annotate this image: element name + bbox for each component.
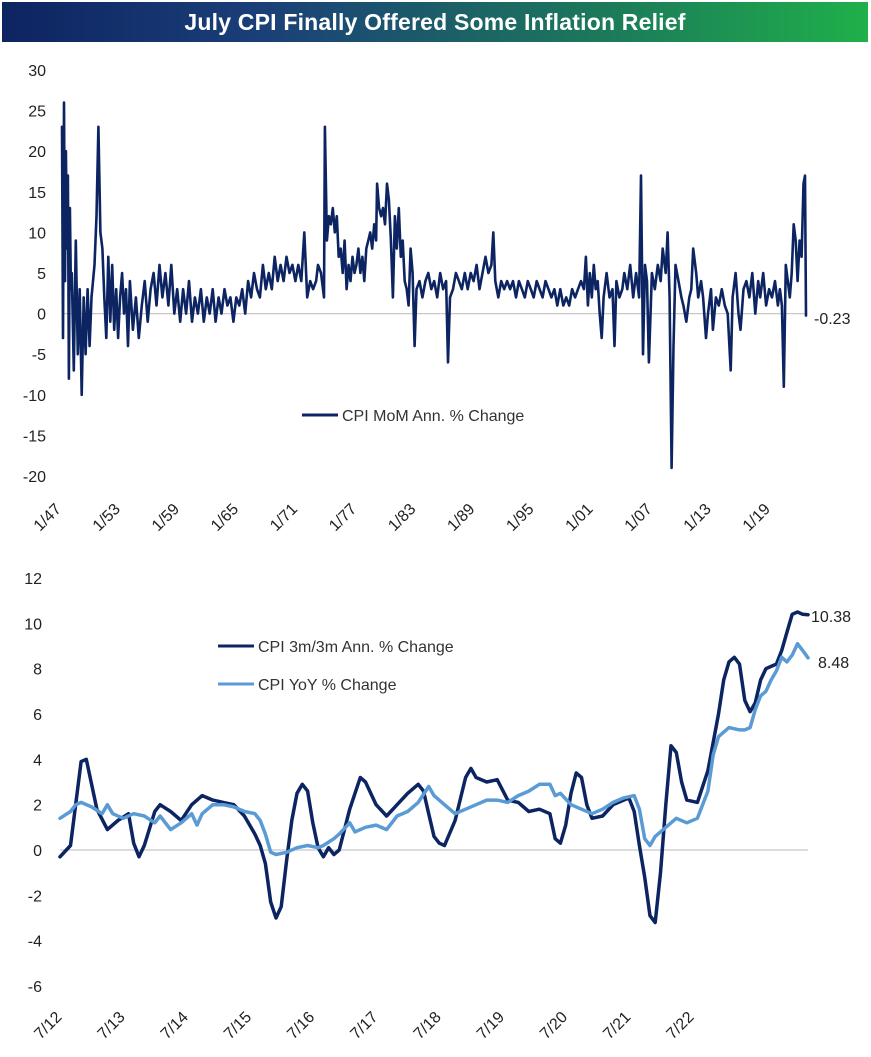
x-tick-label: 1/53 xyxy=(90,501,124,535)
series-line-0 xyxy=(60,101,808,470)
legend-label: CPI YoY % Change xyxy=(258,677,397,694)
x-tick-label: 7/22 xyxy=(664,1009,698,1043)
x-tick-label: 1/71 xyxy=(267,501,301,535)
x-tick-label: 1/89 xyxy=(444,501,478,535)
x-tick-label: 7/12 xyxy=(31,1009,65,1043)
y-tick-label: 2 xyxy=(33,798,42,815)
x-tick-label: 7/16 xyxy=(284,1009,318,1043)
x-tick-label: 1/65 xyxy=(208,501,242,535)
y-tick-label: 25 xyxy=(28,104,46,121)
x-tick-label: 1/95 xyxy=(503,501,537,535)
x-tick-label: 7/17 xyxy=(347,1009,381,1043)
y-tick-label: 5 xyxy=(37,266,46,283)
x-tick-label: 7/18 xyxy=(411,1009,445,1043)
x-tick-label: 1/59 xyxy=(149,501,183,535)
y-tick-label: 6 xyxy=(33,707,42,724)
bottom-chart-3m-yoy: 12 10 8 6 4 2 0 -2 -4 -6 7/12 7/13 7/14 7/15 7/16 7/17 7… xyxy=(24,571,851,1043)
y-tick-label: 15 xyxy=(28,185,46,202)
y-tick-label: 20 xyxy=(28,144,46,161)
end-value-label: -0.23 xyxy=(814,311,851,328)
y-tick-label: -5 xyxy=(32,347,46,364)
x-tick-label: 7/21 xyxy=(600,1009,634,1043)
y-tick-label: -6 xyxy=(28,979,42,996)
y-tick-label: 12 xyxy=(24,571,42,588)
y-tick-label: 0 xyxy=(37,307,46,324)
y-tick-label: 4 xyxy=(33,752,42,769)
x-tick-label: 7/20 xyxy=(537,1009,571,1043)
x-tick-label: 7/14 xyxy=(158,1009,192,1043)
end-value-label: 10.38 xyxy=(811,609,851,626)
end-value-label: 8.48 xyxy=(818,655,849,672)
y-tick-label: 10 xyxy=(28,225,46,242)
x-tick-label: 7/15 xyxy=(221,1009,255,1043)
y-tick-label: -20 xyxy=(23,469,46,486)
x-tick-label: 1/13 xyxy=(681,501,715,535)
series-line-1 xyxy=(58,641,810,857)
y-tick-label: 0 xyxy=(33,843,42,860)
y-tick-label: 10 xyxy=(24,616,42,633)
x-tick-label: 7/13 xyxy=(95,1009,129,1043)
x-tick-label: 1/83 xyxy=(385,501,419,535)
y-tick-label: -4 xyxy=(28,934,42,951)
y-tick-label: -2 xyxy=(28,888,42,905)
x-tick-label: 1/07 xyxy=(622,501,656,535)
x-tick-label: 1/01 xyxy=(563,501,597,535)
x-tick-label: 1/77 xyxy=(326,501,360,535)
y-tick-label: -10 xyxy=(23,388,46,405)
x-tick-label: 1/47 xyxy=(31,501,65,535)
y-tick-label: 30 xyxy=(28,63,46,80)
legend-label: CPI MoM Ann. % Change xyxy=(342,408,524,425)
y-tick-label: -15 xyxy=(23,428,46,445)
chart-title-bar: July CPI Finally Offered Some Inflation … xyxy=(2,2,868,42)
x-tick-label: 7/19 xyxy=(474,1009,508,1043)
y-tick-label: 8 xyxy=(33,662,42,679)
chart-title: July CPI Finally Offered Some Inflation … xyxy=(184,8,686,35)
legend-label: CPI 3m/3m Ann. % Change xyxy=(258,639,454,656)
top-chart-mom: 30 25 20 15 10 5 0 -5 -10 -15 -20 1/47 1/53 1/59 1/65 1… xyxy=(23,63,851,535)
x-tick-label: 1/19 xyxy=(740,501,774,535)
series-line-0 xyxy=(58,610,810,925)
